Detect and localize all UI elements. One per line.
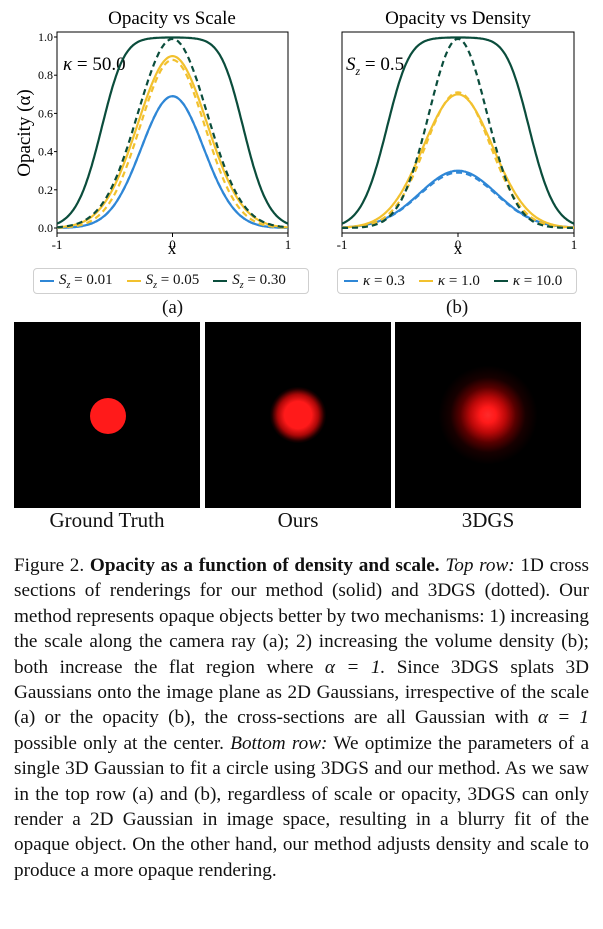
series-layer [56,36,289,229]
y-tick-label: 1.0 [38,30,53,44]
x-tick-label: -1 [52,237,63,252]
legend-swatch [40,280,54,282]
caption-text-1: 1D cross sections of renderings for our … [14,555,590,678]
alpha-expression-2: α = 1 [537,707,590,729]
caption-text-3: possible only at the center. [14,732,224,754]
series-dotted-line [56,95,289,229]
legend-swatch [213,280,228,282]
y-tick-label: 0.0 [38,221,53,235]
x-tick-label: 0 [455,237,462,252]
chart-opacity-vs-density: Opacity vs Density x Sz = 0.5 -1 0 1 [337,8,578,258]
caption-text-4: We optimize the parameters of a single 3… [14,732,590,881]
series-solid-line [57,54,288,229]
legend-swatch [493,280,508,282]
x-tick-label: -1 [337,237,348,252]
legend-label: Sz = 0.05 [145,271,200,291]
legend-label: κ = 0.3 [363,272,405,289]
legend-swatch [126,280,141,282]
legend-a: Sz = 0.01 Sz = 0.05 Sz = 0.30 [33,268,309,294]
subfigure-label-a: (a) [162,297,184,318]
panel-label-3dgs: 3DGS [461,508,515,532]
legend-label: κ = 10.0 [512,272,563,289]
legend-label: Sz = 0.01 [59,271,113,291]
legend-item: Sz = 0.05 [126,271,200,291]
series-layer [341,36,575,229]
x-tick-label: 1 [285,237,292,252]
legend-item: κ = 10.0 [493,272,563,290]
figure-caption: Figure 2. Opacity as a function of densi… [14,553,589,883]
red-blob-soft [258,375,338,455]
y-tick-label: 0.2 [38,183,53,197]
x-tick-label: 0 [169,237,176,252]
y-tick-label: 0.6 [38,106,53,120]
panel-label-ground-truth: Ground Truth [49,508,165,532]
legend-label: κ = 1.0 [437,272,480,289]
y-tick-label: 0.8 [38,68,53,82]
caption-text-2: Since 3DGS splats 3D Gaussians onto the … [14,656,590,729]
legend-item: κ = 1.0 [418,272,480,290]
top-row-label: Top row: [445,555,515,576]
series-dotted-line [56,37,289,229]
chart-opacity-vs-scale: Opacity vs Scale Opacity (α) x κ = 50.0 … [14,8,291,258]
series-dotted-line [57,58,288,229]
bottom-row-label: Bottom row: [230,732,328,754]
x-tick-label: 1 [571,237,578,252]
x-axis-label: x [454,239,463,258]
chart-annotation-sz: Sz = 0.5 [346,54,404,78]
legend-swatch [344,280,358,282]
series-solid-line [341,36,575,225]
panel-ours [205,322,391,508]
series-solid-line [56,36,289,225]
panel-label-ours: Ours [277,508,319,532]
chart-title: Opacity vs Scale [108,8,236,29]
chart-title: Opacity vs Density [385,8,531,29]
series-solid-line [341,93,575,229]
alpha-expression: α = 1. [324,656,386,678]
legend-swatch [418,280,433,282]
subfigure-label-b: (b) [446,297,469,318]
panel-ground-truth [14,322,200,508]
legend-item: Sz = 0.30 [213,272,286,291]
red-blob-blurry [418,345,558,485]
legend-label: Sz = 0.30 [232,271,286,291]
figure-number: Figure 2. [14,555,85,576]
y-tick-label: 0.4 [38,145,53,159]
legend-item: Sz = 0.01 [40,272,113,291]
legend-b: κ = 0.3 κ = 1.0 κ = 10.0 [337,268,577,294]
series-dotted-line [342,37,574,229]
y-axis-label: Opacity (α) [14,89,35,177]
x-axis-label: x [168,239,177,258]
tick-layer: -1 0 1 [337,233,578,252]
caption-title: Opacity as a function of density and sca… [89,555,440,576]
chart-annotation-kappa: κ = 50.0 [63,54,126,75]
tick-layer: -1 0 1 0.0 0.2 0.4 0.6 0.8 1.0 [38,30,291,252]
panel-3dgs [395,322,581,508]
red-circle [90,398,126,434]
legend-item: κ = 0.3 [344,273,405,290]
series-dotted-line [341,91,575,229]
